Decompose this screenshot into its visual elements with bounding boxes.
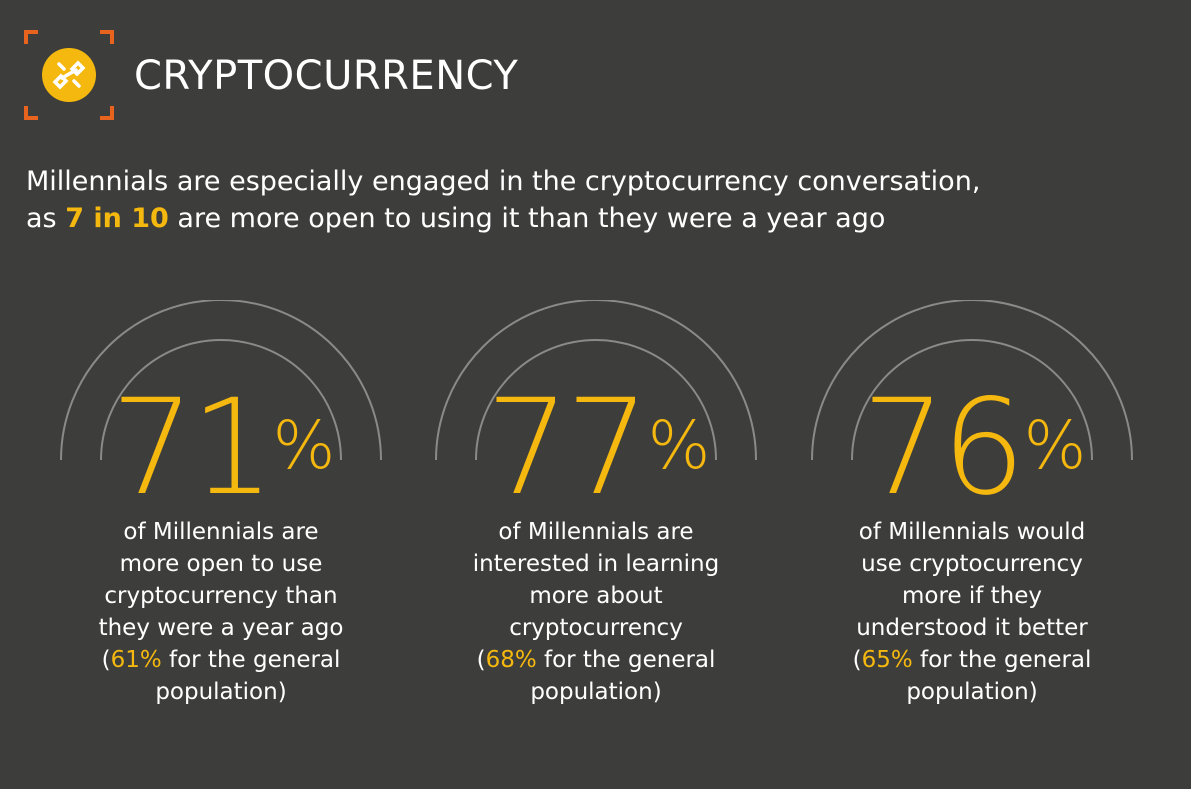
percent-sign: % <box>647 407 711 484</box>
stat-card-3: 76% of Millennials would use cryptocurre… <box>792 300 1152 720</box>
stat-card-2: 77% of Millennials are interested in lea… <box>416 300 776 720</box>
general-population-value: 68% <box>485 647 537 673</box>
arc-decoration-icon <box>811 300 1133 461</box>
stat-value: 77% <box>485 371 711 525</box>
page-title: CRYPTOCURRENCY <box>134 53 519 99</box>
logo <box>24 30 114 120</box>
stat-description: of Millennials are interested in learnin… <box>472 519 720 705</box>
header: CRYPTOCURRENCY <box>24 30 518 120</box>
intro-line-2-post: are more open to using it than they were… <box>168 203 886 234</box>
chain-link-icon <box>42 48 96 102</box>
general-population-value: 65% <box>861 647 913 673</box>
general-population-value: 61% <box>110 647 162 673</box>
stat-card-1: 71% of Millennials are more open to use … <box>41 300 401 720</box>
intro-line-2-pre: as <box>26 203 66 234</box>
percent-sign: % <box>272 407 336 484</box>
stat-value: 76% <box>861 371 1087 525</box>
percent-sign: % <box>1023 407 1087 484</box>
arc-decoration-icon <box>60 300 382 461</box>
corner-frame-icon <box>24 30 114 120</box>
stat-value: 71% <box>110 371 336 525</box>
intro-highlight: 7 in 10 <box>65 203 169 234</box>
stat-description: of Millennials are more open to use cryp… <box>98 519 344 705</box>
intro-line-1: Millennials are especially engaged in th… <box>26 166 981 197</box>
arc-decoration-icon <box>435 300 757 461</box>
stat-description: of Millennials would use cryptocurrency … <box>852 519 1092 705</box>
intro-text: Millennials are especially engaged in th… <box>26 163 1146 237</box>
